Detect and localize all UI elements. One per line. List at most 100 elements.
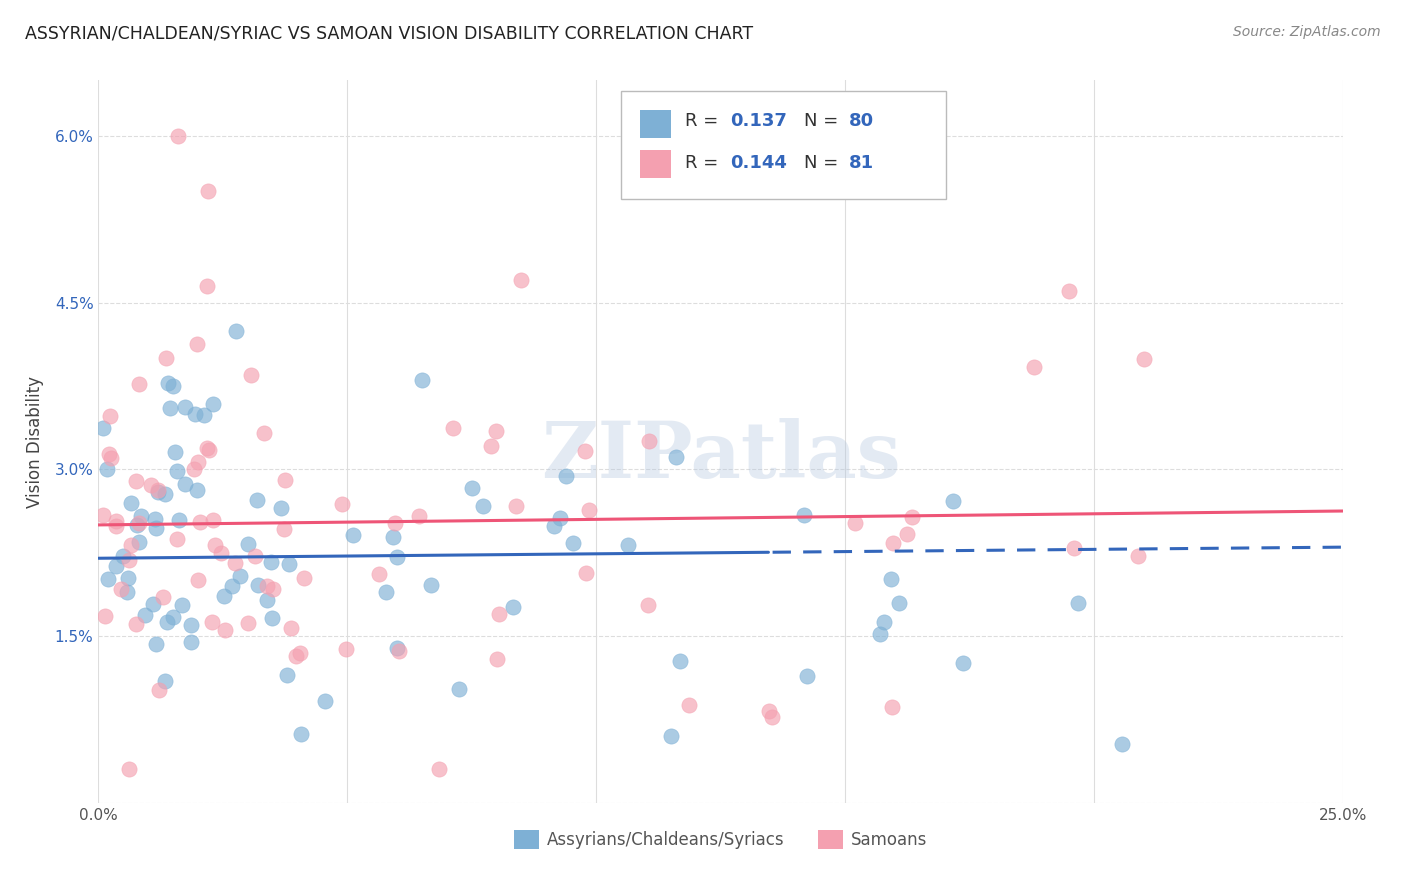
Point (510, 273, 533, 287)
Point (574, 566, 596, 580)
Text: R =: R = (685, 154, 724, 172)
Point (100, 451, 122, 466)
Point (637, 434, 659, 448)
Point (142, 597, 165, 611)
Point (97, 573, 120, 587)
Point (243, 549, 266, 563)
Point (225, 324, 247, 338)
Point (127, 517, 149, 532)
Text: 0.137: 0.137 (730, 112, 786, 130)
Point (104, 519, 127, 533)
Point (120, 496, 142, 510)
Point (758, 704, 780, 718)
Point (1126, 549, 1149, 564)
Point (479, 439, 502, 453)
Point (93, 421, 115, 435)
Point (104, 515, 127, 529)
Point (276, 667, 298, 681)
Point (678, 698, 700, 712)
Point (156, 376, 179, 390)
Point (1111, 738, 1133, 752)
Point (314, 693, 336, 707)
Point (201, 397, 224, 411)
Point (262, 582, 284, 597)
Text: N =: N = (804, 112, 844, 130)
Point (548, 511, 571, 525)
Point (229, 569, 252, 583)
Point (342, 528, 364, 542)
Point (873, 615, 896, 630)
Point (256, 592, 278, 607)
Point (167, 513, 190, 527)
Point (197, 185, 219, 199)
Point (385, 549, 408, 564)
Point (166, 532, 188, 546)
Point (166, 464, 188, 478)
Point (543, 518, 565, 533)
Text: Source: ZipAtlas.com: Source: ZipAtlas.com (1233, 25, 1381, 39)
Point (485, 425, 508, 439)
Point (188, 515, 211, 529)
Point (134, 607, 156, 622)
Point (201, 615, 224, 629)
Point (844, 516, 866, 531)
Text: 81: 81 (849, 154, 875, 172)
Point (146, 485, 169, 500)
Point (148, 683, 170, 698)
Point (124, 617, 146, 632)
Point (292, 571, 315, 585)
Point (186, 483, 208, 497)
Point (1022, 360, 1045, 375)
Point (449, 681, 471, 696)
Point (120, 538, 142, 552)
Point (118, 553, 141, 567)
Point (880, 572, 903, 586)
Point (882, 535, 904, 549)
Point (180, 617, 202, 632)
Point (637, 599, 659, 613)
Text: N =: N = (804, 154, 844, 172)
Point (574, 444, 596, 458)
Point (486, 652, 509, 666)
Point (441, 421, 464, 435)
Point (221, 579, 243, 593)
Point (900, 509, 922, 524)
Point (408, 508, 430, 523)
Point (669, 654, 692, 668)
Point (155, 351, 177, 366)
Point (554, 469, 576, 483)
Point (187, 573, 209, 587)
Point (98, 409, 121, 423)
Point (128, 516, 150, 530)
Point (148, 483, 170, 497)
Point (1063, 541, 1085, 555)
Point (270, 500, 292, 515)
Point (238, 537, 260, 551)
Point (278, 557, 301, 571)
Point (153, 487, 176, 501)
Text: R =: R = (685, 112, 724, 130)
Point (335, 641, 357, 656)
Point (204, 538, 226, 552)
Point (93, 508, 115, 522)
Text: 0.144: 0.144 (730, 154, 786, 172)
Point (173, 477, 195, 491)
Point (110, 582, 132, 597)
Point (411, 373, 433, 387)
Point (562, 536, 585, 550)
Point (202, 512, 225, 526)
Point (896, 527, 918, 541)
Point (280, 621, 302, 635)
Text: ZIPatlas: ZIPatlas (541, 418, 900, 494)
Point (427, 763, 450, 777)
Point (665, 450, 688, 464)
Point (209, 546, 232, 560)
Point (118, 763, 141, 777)
Point (105, 558, 128, 573)
Point (659, 730, 682, 744)
Point (143, 511, 166, 525)
Point (198, 442, 221, 457)
Point (159, 401, 181, 415)
Point (793, 508, 815, 522)
Point (256, 579, 278, 593)
